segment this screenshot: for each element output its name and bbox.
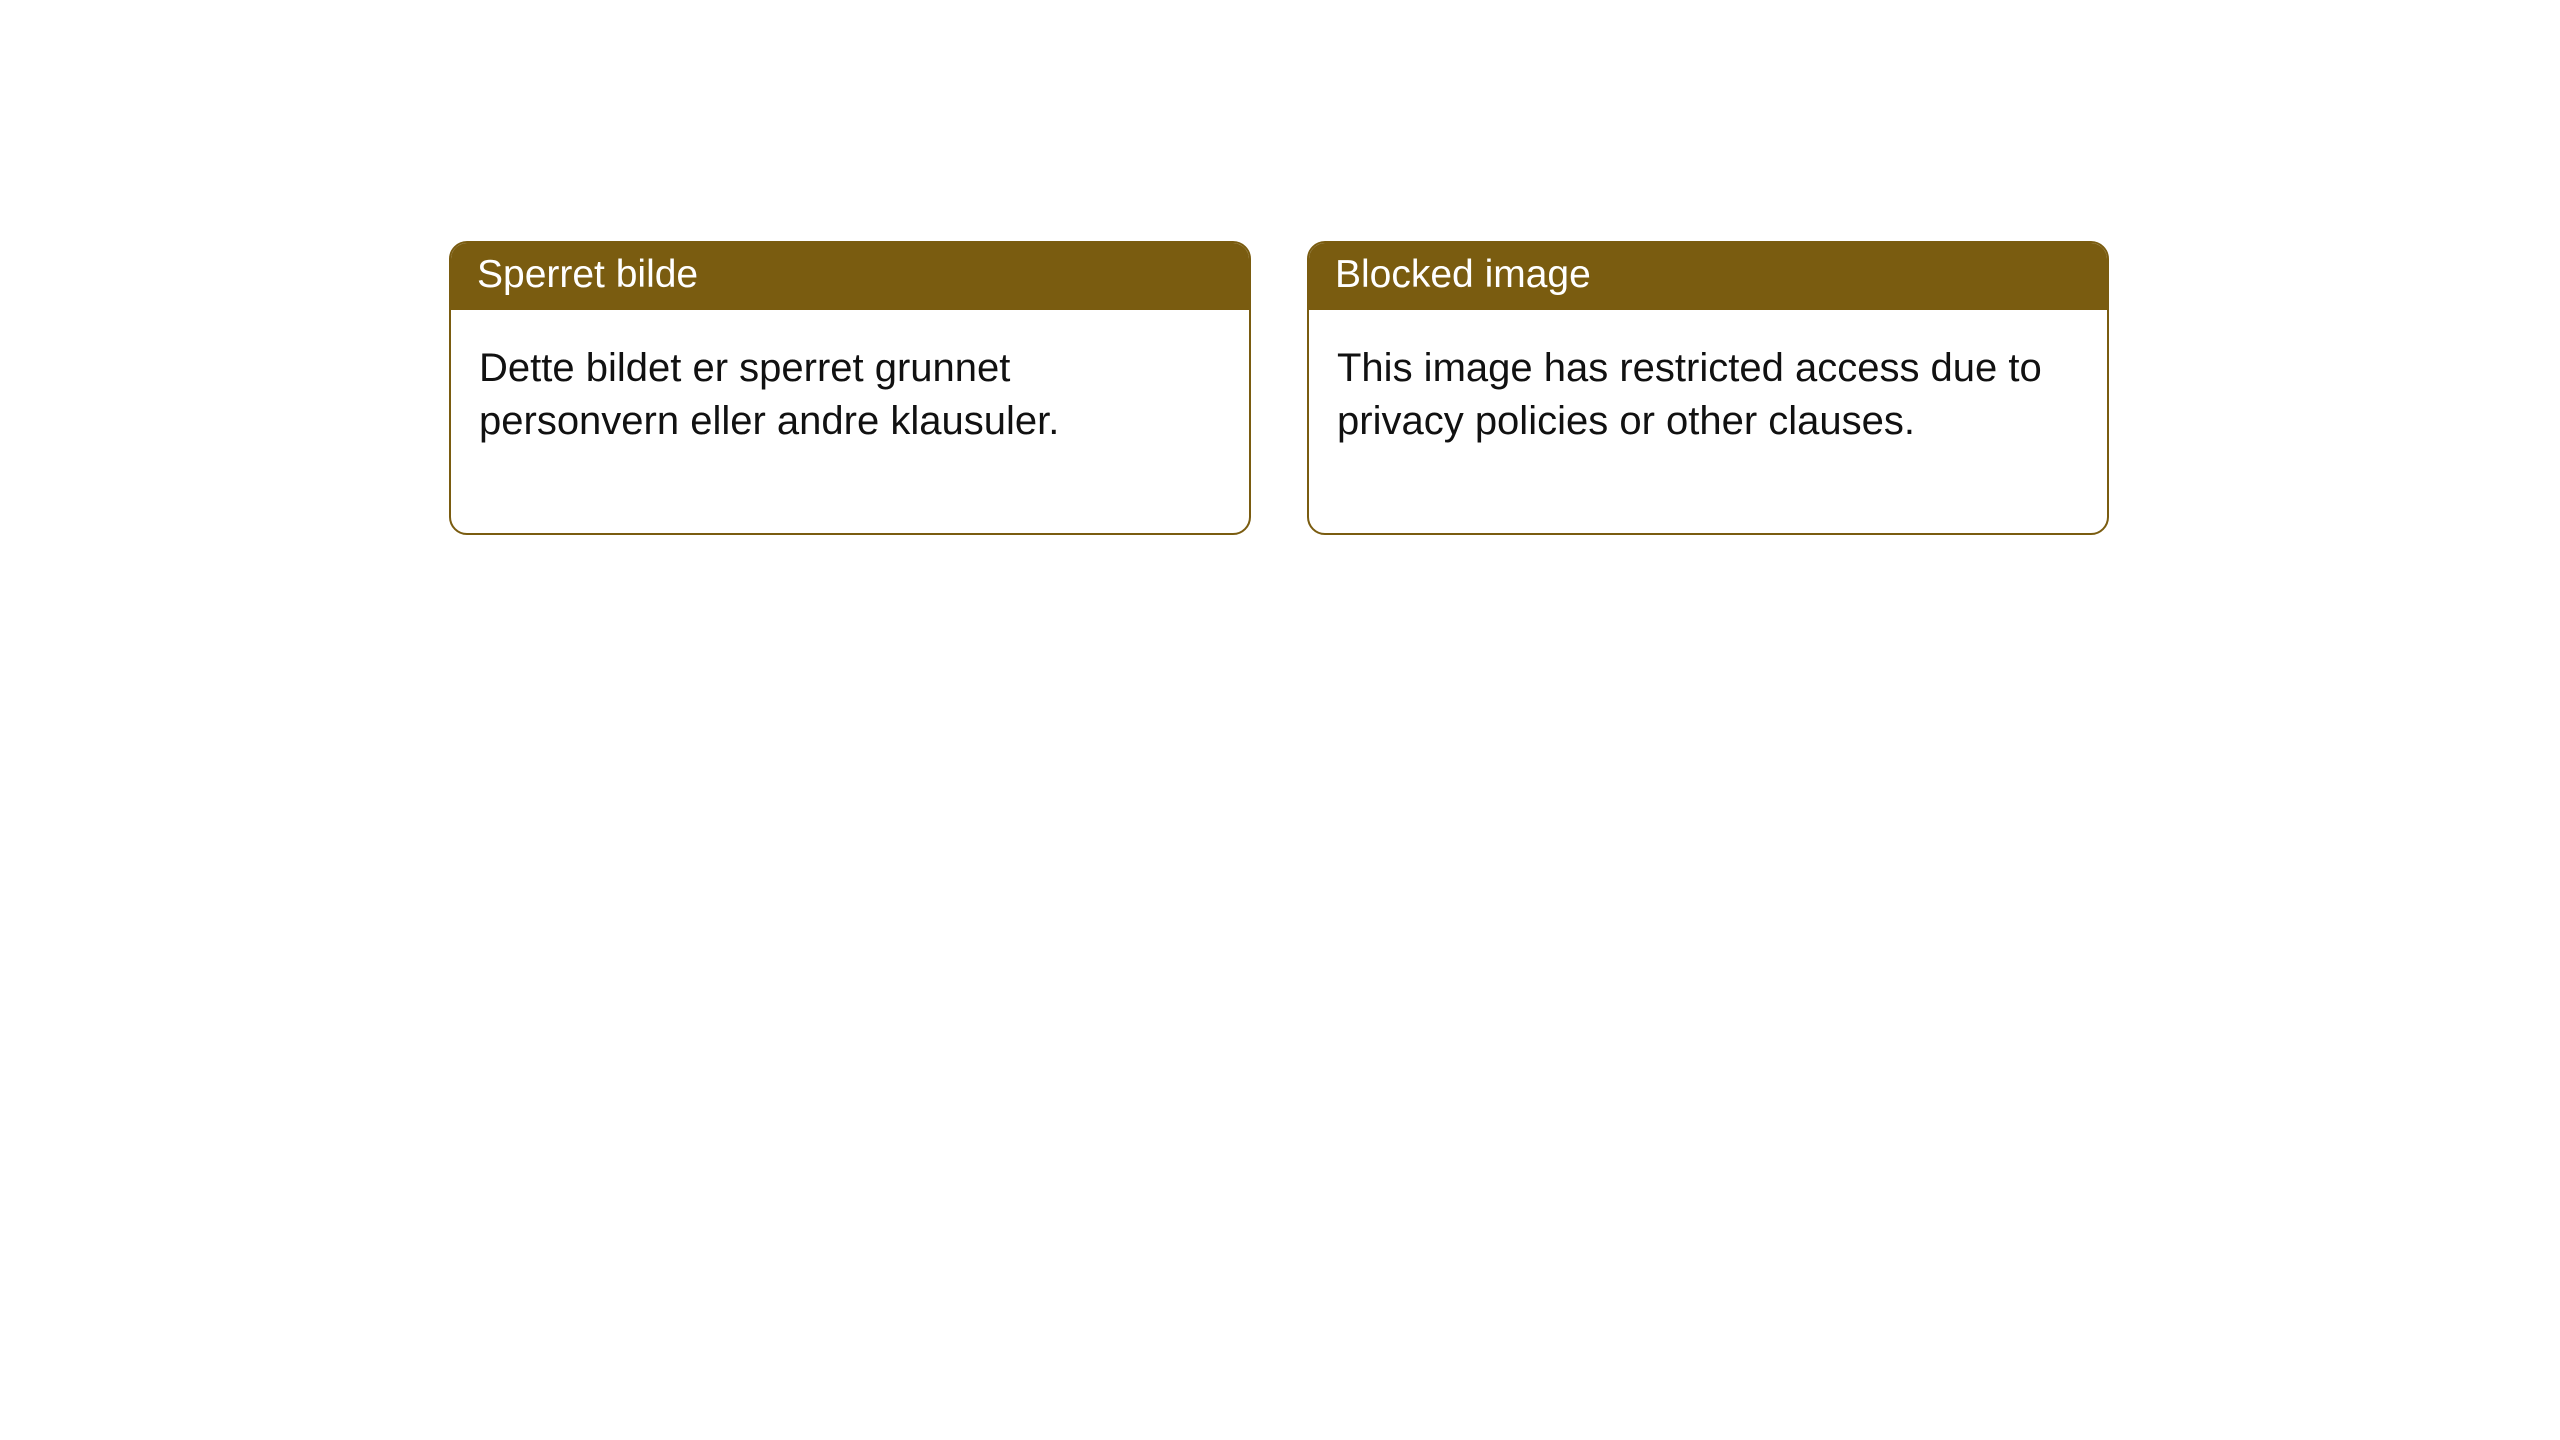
notice-body-no: Dette bildet er sperret grunnet personve… xyxy=(451,310,1249,534)
notice-header-no: Sperret bilde xyxy=(451,243,1249,310)
notice-card-no: Sperret bilde Dette bildet er sperret gr… xyxy=(449,241,1251,535)
notice-container: Sperret bilde Dette bildet er sperret gr… xyxy=(0,0,2560,535)
notice-card-en: Blocked image This image has restricted … xyxy=(1307,241,2109,535)
notice-header-en: Blocked image xyxy=(1309,243,2107,310)
notice-body-en: This image has restricted access due to … xyxy=(1309,310,2107,534)
